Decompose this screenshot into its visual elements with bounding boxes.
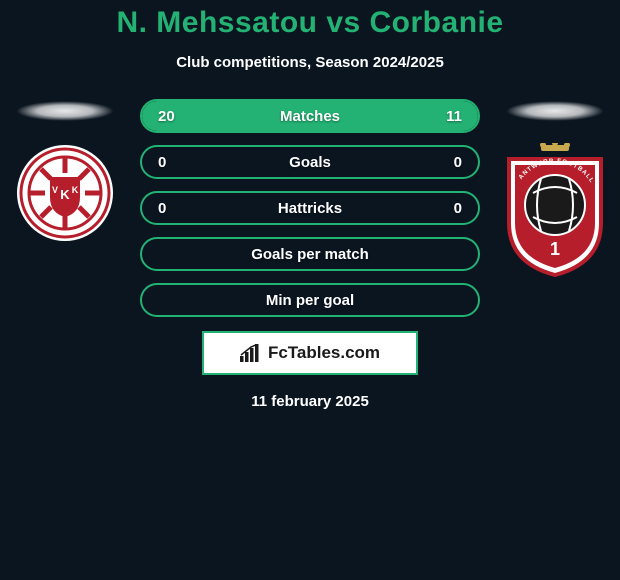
stat-label: Min per goal: [266, 292, 354, 309]
shadow-oval: [16, 101, 114, 121]
stat-row: 0 Hattricks 0: [140, 191, 480, 225]
brand-badge[interactable]: FcTables.com: [202, 331, 418, 375]
right-crest-number: 1: [550, 239, 560, 259]
stat-right-value: 0: [454, 154, 462, 171]
footer-date: 11 february 2025: [0, 393, 620, 410]
stat-left-value: 0: [158, 154, 166, 171]
chart-icon: [240, 344, 262, 362]
stat-label: Matches: [280, 108, 340, 125]
stat-right-value: 0: [454, 200, 462, 217]
stat-label: Goals per match: [251, 246, 369, 263]
left-team-crest: K V K: [15, 143, 115, 243]
stat-row: 0 Goals 0: [140, 145, 480, 179]
shadow-oval: [506, 101, 604, 121]
left-team-column: K V K: [10, 99, 120, 243]
stat-row: Min per goal: [140, 283, 480, 317]
brand-text: FcTables.com: [268, 343, 380, 363]
stats-column: 20 Matches 11 0 Goals 0 0 Hattricks 0 Goals per m…: [140, 99, 480, 317]
page-subtitle: Club competitions, Season 2024/2025: [0, 54, 620, 71]
svg-text:K: K: [72, 185, 79, 195]
stat-row: Goals per match: [140, 237, 480, 271]
page-title: N. Mehssatou vs Corbanie: [0, 6, 620, 40]
main-row: K V K 20 Matches 11 0 Goals 0 0 Hattricks 0 Goals…: [0, 99, 620, 317]
stat-row: 20 Matches 11: [140, 99, 480, 133]
right-team-column: 1 ROYAL ANTWERP FOOTBALL CLUB: [500, 99, 610, 277]
stat-label: Hattricks: [278, 200, 342, 217]
stat-left-value: 0: [158, 200, 166, 217]
comparison-card: N. Mehssatou vs Corbanie Club competitio…: [0, 0, 620, 410]
stat-label: Goals: [289, 154, 331, 171]
svg-text:K: K: [60, 187, 70, 202]
stat-left-value: 20: [158, 108, 175, 125]
right-team-crest: 1 ROYAL ANTWERP FOOTBALL CLUB: [503, 143, 607, 277]
svg-text:V: V: [52, 185, 58, 195]
stat-right-value: 11: [446, 108, 462, 125]
